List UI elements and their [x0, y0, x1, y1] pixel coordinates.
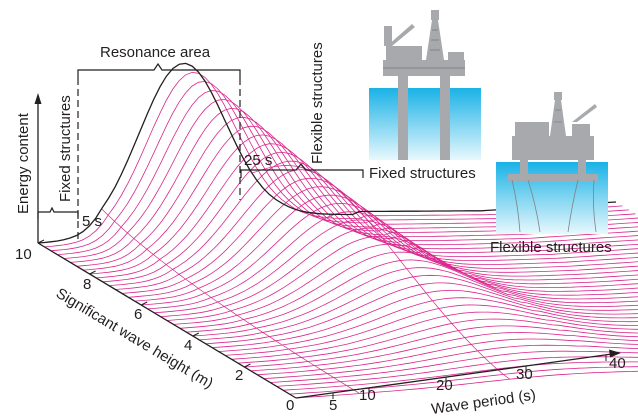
spectrum-curve	[186, 259, 638, 333]
spectrum-curve	[263, 344, 638, 379]
marker-25s: 25 s	[244, 152, 272, 169]
height-tick-0: 0	[286, 397, 294, 414]
spectrum-curve	[218, 297, 638, 352]
spectrum-curve	[205, 282, 638, 345]
period-tick-5: 5	[329, 397, 337, 414]
fixed-structures-region-label: Fixed structures	[57, 95, 74, 202]
spectrum-curve	[212, 289, 638, 348]
spectrum-curve	[283, 361, 638, 391]
flexible-structures-bracket	[240, 163, 364, 178]
spectrum-curve	[166, 235, 638, 321]
wave-period-axis-arrowhead	[609, 349, 621, 358]
spectrum-curve	[128, 186, 638, 298]
height-tick-4: 4	[184, 337, 192, 354]
spectrum-curve	[270, 350, 638, 383]
spectrum-curve	[115, 169, 638, 290]
marker-5s: 5 s	[82, 213, 102, 230]
spectrum-curve	[295, 370, 638, 399]
flexible-structures-region-label: Flexible structures	[309, 42, 326, 164]
spectrum-curve	[141, 202, 638, 306]
spectrum-curve	[89, 134, 638, 275]
fixed-structures-bracket	[37, 206, 79, 219]
wave-height-ticks	[37, 239, 251, 368]
fixed-platform-water	[369, 88, 481, 160]
energy-axis-arrowhead	[34, 93, 42, 104]
resonance-area-bracket	[77, 62, 241, 243]
fixed-platform-illustration	[369, 10, 481, 160]
spectrum-curve	[224, 304, 638, 356]
height-tick-8: 8	[83, 276, 91, 293]
spectrum-curve	[147, 211, 638, 310]
period-tick-20: 20	[436, 377, 453, 394]
spectrum-curve	[276, 356, 638, 387]
spectrum-curve	[154, 219, 638, 314]
wave-height-axis	[37, 242, 297, 399]
period-tick-30: 30	[516, 366, 533, 383]
flexible-platform-water	[496, 162, 608, 234]
fixed-structures-caption: Fixed structures	[369, 165, 476, 182]
spectrum-curve	[199, 274, 638, 341]
spectrum-curve	[83, 125, 638, 271]
flexible-structures-caption: Flexible structures	[490, 239, 612, 256]
axes	[34, 93, 621, 399]
spectrum-curve	[250, 332, 638, 372]
spectrum-curve	[192, 267, 638, 337]
period-tick-40: 40	[609, 355, 626, 372]
wave-height-tick-labels: 0 2 4 6 8 10	[15, 246, 294, 414]
spectrum-curve	[237, 318, 638, 364]
height-tick-6: 6	[134, 306, 142, 323]
flexible-platform-illustration	[496, 92, 608, 234]
spectrum-curve	[244, 325, 638, 368]
spectrum-curve	[231, 311, 638, 360]
energy-axis-title: Energy content	[15, 112, 32, 214]
wave-period-ticks	[332, 355, 607, 399]
spectrum-curve	[289, 366, 638, 395]
wave-period-axis	[295, 353, 613, 399]
height-tick-2: 2	[235, 367, 243, 384]
height-tick-10: 10	[15, 246, 32, 263]
wave-energy-surface	[37, 62, 638, 399]
period-tick-10: 10	[359, 387, 376, 404]
spectrum-curve	[257, 338, 638, 376]
wave-period-tick-labels: 5 10 20 30 40	[329, 355, 626, 414]
resonance-area-label: Resonance area	[100, 44, 211, 61]
spectrum-curve	[160, 227, 638, 317]
